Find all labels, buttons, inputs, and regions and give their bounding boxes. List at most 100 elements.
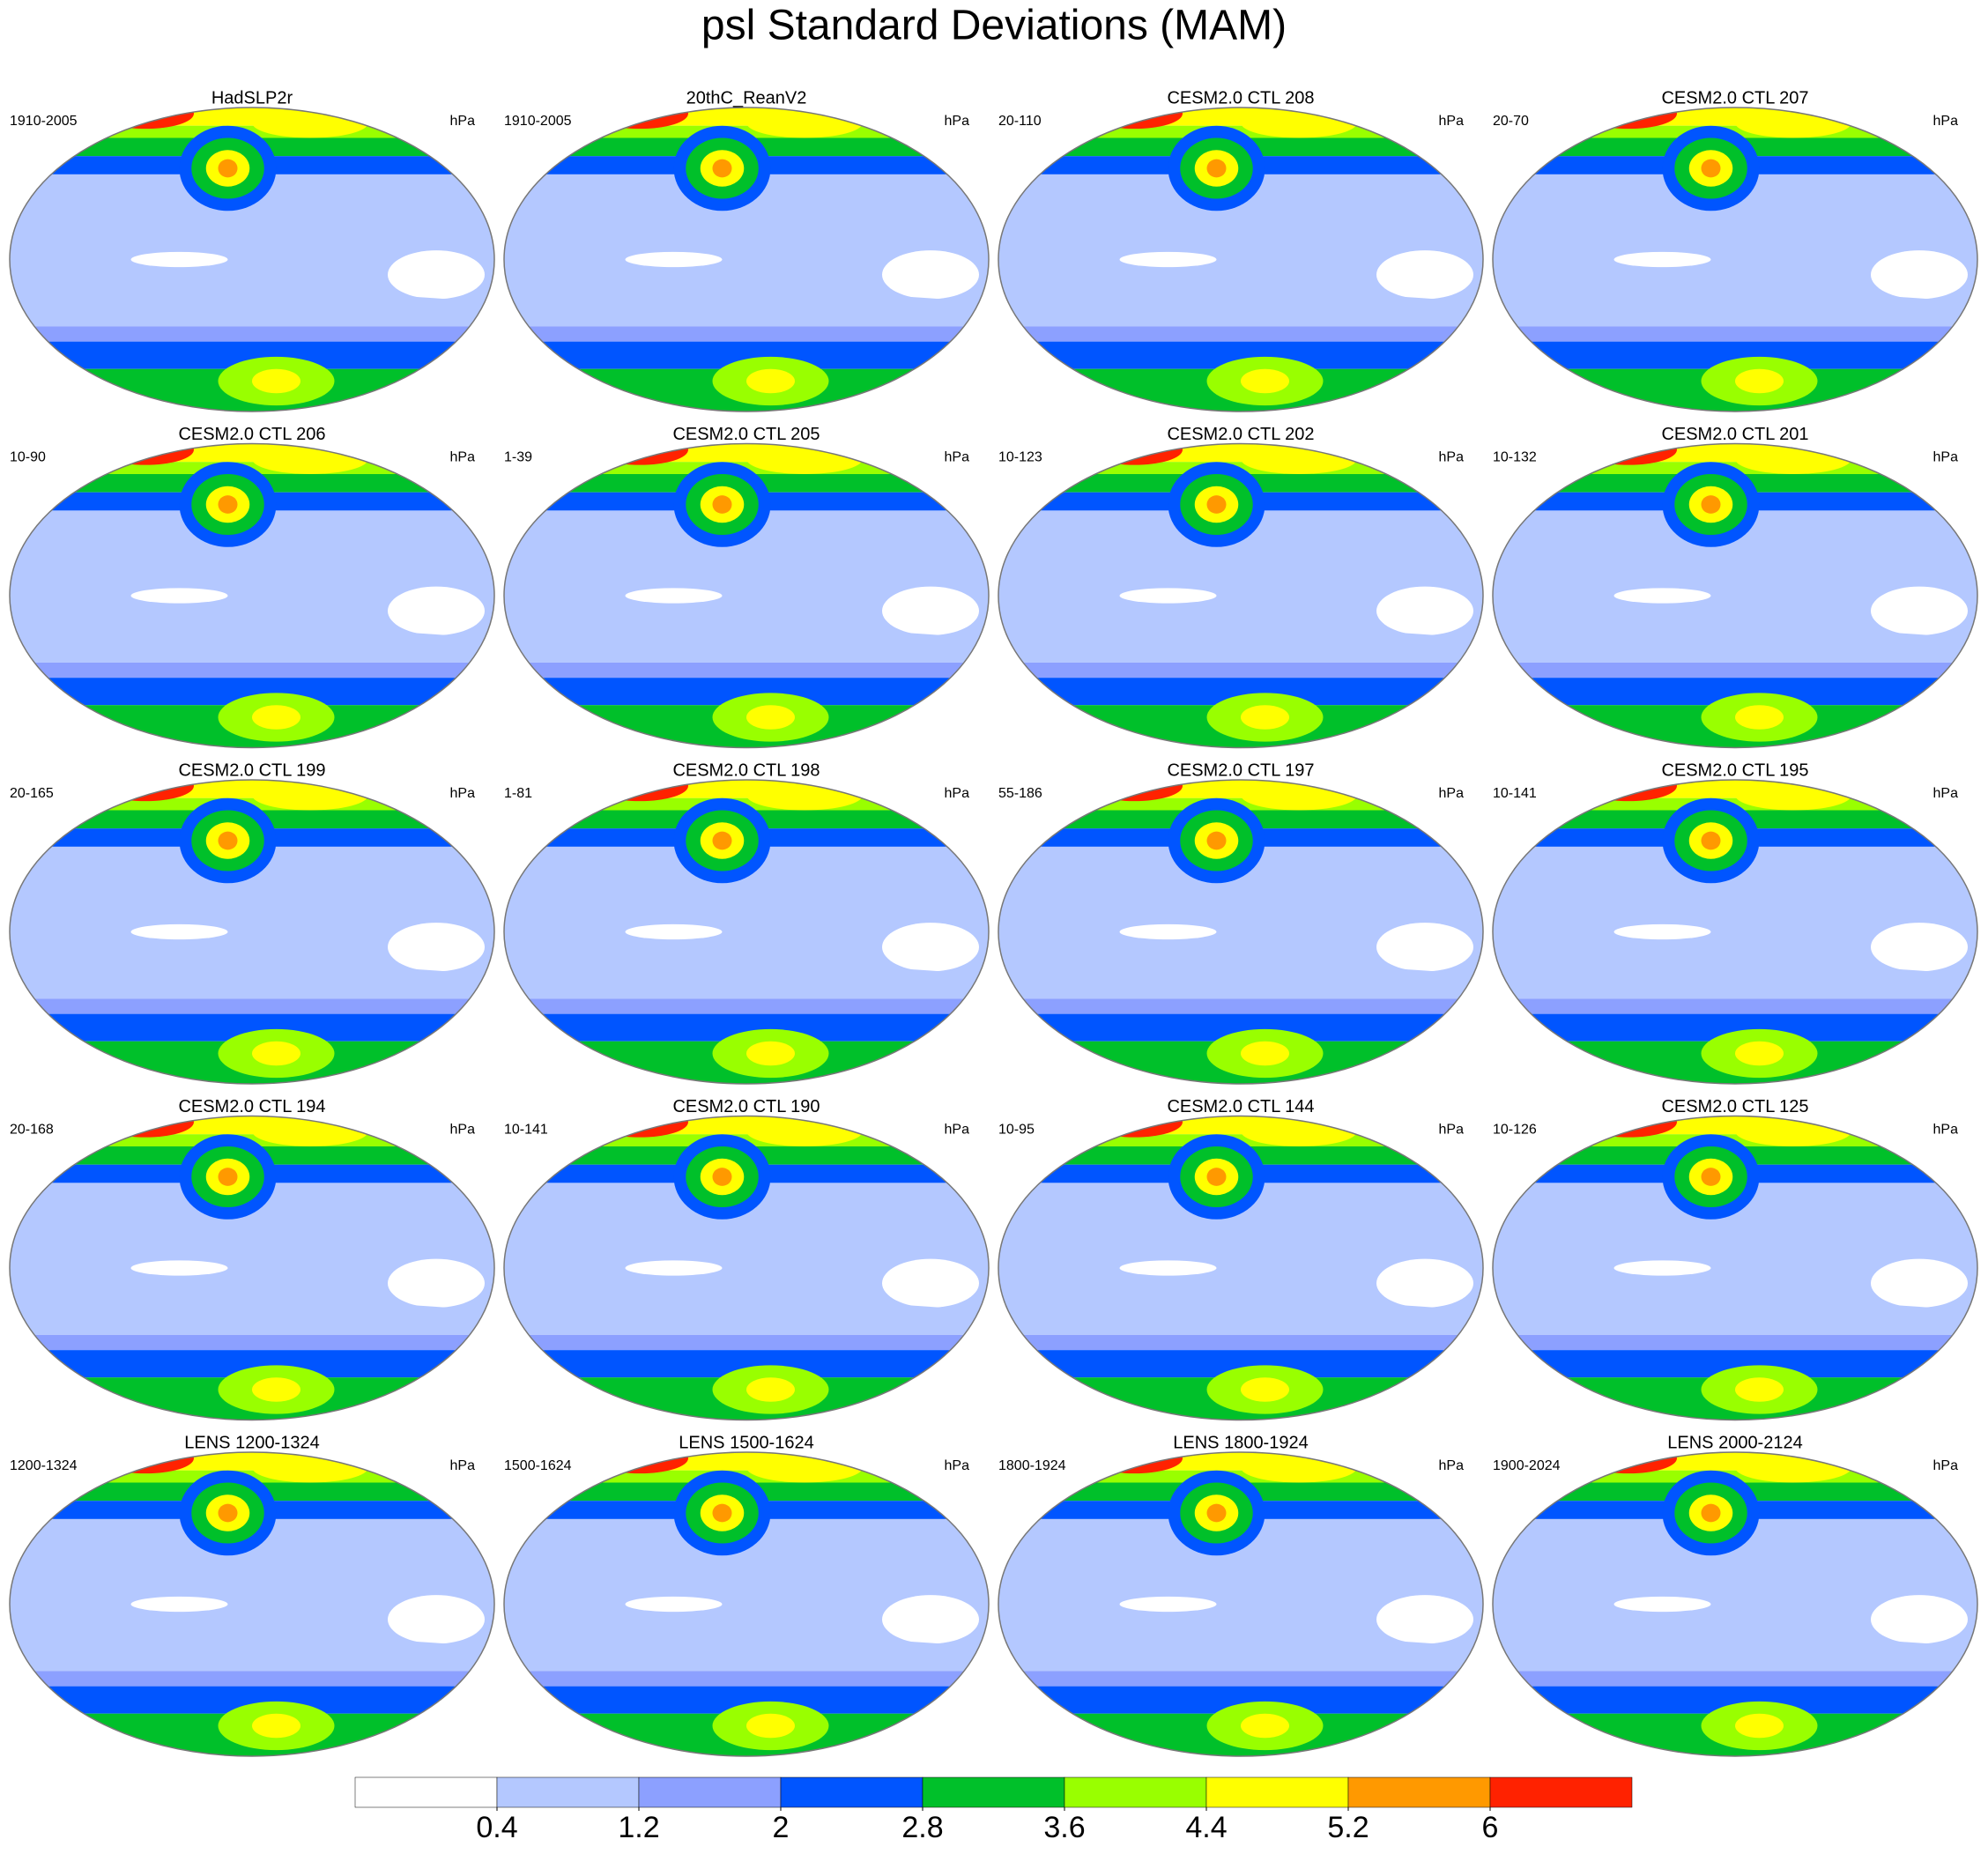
panel-period: 20-110 bbox=[998, 114, 1042, 129]
map-outline bbox=[9, 1451, 495, 1757]
contour-region bbox=[882, 250, 979, 300]
contour-region bbox=[1735, 1041, 1784, 1066]
contour-band bbox=[1493, 108, 1977, 126]
contour-region bbox=[1241, 1377, 1289, 1402]
contour-region bbox=[1701, 159, 1721, 178]
contour-region bbox=[1241, 1041, 1289, 1066]
contour-region bbox=[252, 368, 300, 394]
contour-region bbox=[1493, 1301, 1977, 1332]
contour-band bbox=[998, 443, 1483, 463]
contour-region bbox=[1701, 495, 1721, 514]
panel-period: 1910-2005 bbox=[504, 114, 572, 129]
map-outline bbox=[1492, 1115, 1978, 1421]
map-outline bbox=[503, 779, 990, 1085]
contour-region bbox=[130, 251, 228, 268]
panel-units: hPa bbox=[450, 114, 476, 129]
contour-region bbox=[218, 1168, 238, 1186]
contour-region bbox=[591, 108, 688, 130]
contour-band bbox=[1493, 662, 1977, 679]
contour-region bbox=[625, 923, 723, 940]
contour-region bbox=[10, 628, 494, 660]
panel-period: 1500-1624 bbox=[504, 1458, 572, 1473]
panel-title: CESM2.0 CTL 202 bbox=[1167, 425, 1314, 444]
contour-region bbox=[388, 1258, 485, 1308]
contour-region bbox=[1493, 293, 1977, 323]
contour-band bbox=[10, 1671, 494, 1687]
panel-period: 1900-2024 bbox=[1493, 1458, 1561, 1473]
contour-region bbox=[388, 923, 485, 972]
contour-region bbox=[625, 1596, 723, 1613]
contour-region bbox=[1493, 965, 1977, 996]
contour-region bbox=[1376, 923, 1473, 972]
contour-band bbox=[504, 780, 989, 798]
panel-units: hPa bbox=[1933, 1123, 1959, 1138]
contour-region bbox=[882, 586, 979, 635]
map bbox=[10, 1452, 494, 1756]
panel-title: HadSLP2r bbox=[211, 88, 293, 108]
panel-units: hPa bbox=[945, 1123, 970, 1138]
contour-band bbox=[504, 326, 989, 342]
contour-region bbox=[712, 831, 732, 850]
contour-region bbox=[218, 159, 238, 178]
contour-band bbox=[1493, 1671, 1977, 1687]
contour-region bbox=[1206, 1503, 1227, 1523]
contour-band bbox=[1493, 780, 1977, 798]
panel-period: 10-95 bbox=[998, 1123, 1035, 1138]
contour-band bbox=[1493, 443, 1977, 463]
panel-units: hPa bbox=[945, 114, 970, 129]
contour-region bbox=[746, 368, 795, 394]
map bbox=[504, 108, 989, 412]
contour-region bbox=[1701, 1503, 1721, 1523]
contour-band bbox=[1493, 1116, 1977, 1135]
panel-period: 1910-2005 bbox=[10, 114, 78, 129]
contour-region bbox=[1119, 1260, 1217, 1276]
colorbar-box bbox=[638, 1776, 782, 1808]
contour-region bbox=[388, 1595, 485, 1644]
contour-band bbox=[998, 326, 1483, 342]
contour-band bbox=[998, 780, 1483, 798]
panel-title: LENS 1500-1624 bbox=[679, 1433, 813, 1452]
map-outline bbox=[503, 442, 990, 749]
map-outline bbox=[9, 442, 495, 749]
colorbar-label: 5.2 bbox=[1327, 1811, 1369, 1844]
contour-region bbox=[1493, 628, 1977, 660]
contour-region bbox=[10, 1301, 494, 1332]
contour-region bbox=[882, 923, 979, 972]
map-outline bbox=[503, 107, 990, 412]
contour-region bbox=[1119, 923, 1217, 940]
panel-title: CESM2.0 CTL 125 bbox=[1661, 1097, 1808, 1116]
contour-region bbox=[746, 1377, 795, 1402]
contour-region bbox=[504, 1301, 989, 1332]
panel-period: 10-126 bbox=[1493, 1123, 1537, 1138]
contour-region bbox=[712, 1168, 732, 1186]
map bbox=[10, 1116, 494, 1420]
contour-band bbox=[998, 1334, 1483, 1351]
contour-region bbox=[1206, 495, 1227, 514]
map-outline bbox=[503, 1451, 990, 1757]
colorbar-box bbox=[1347, 1776, 1491, 1808]
contour-region bbox=[388, 250, 485, 300]
contour-region bbox=[625, 1260, 723, 1276]
contour-region bbox=[1086, 1452, 1183, 1474]
contour-band bbox=[10, 780, 494, 798]
contour-band bbox=[1493, 1452, 1977, 1471]
contour-band bbox=[1493, 998, 1977, 1014]
contour-region bbox=[746, 705, 795, 730]
contour-region bbox=[10, 293, 494, 323]
contour-region bbox=[1241, 705, 1289, 730]
contour-region bbox=[1580, 1452, 1677, 1474]
contour-region bbox=[882, 1595, 979, 1644]
map bbox=[1493, 1116, 1977, 1420]
contour-region bbox=[252, 1377, 300, 1402]
contour-region bbox=[625, 251, 723, 268]
panel-units: hPa bbox=[945, 1458, 970, 1473]
contour-region bbox=[1613, 1260, 1711, 1276]
panel-units: hPa bbox=[1933, 1458, 1959, 1473]
panel-period: 10-90 bbox=[10, 450, 46, 465]
contour-region bbox=[218, 495, 238, 514]
contour-region bbox=[1871, 1258, 1968, 1308]
colorbar-box bbox=[354, 1776, 498, 1808]
panel-title: 20thC_ReanV2 bbox=[686, 88, 807, 108]
panel-units: hPa bbox=[1439, 450, 1465, 465]
colorbar-box bbox=[1205, 1776, 1349, 1808]
